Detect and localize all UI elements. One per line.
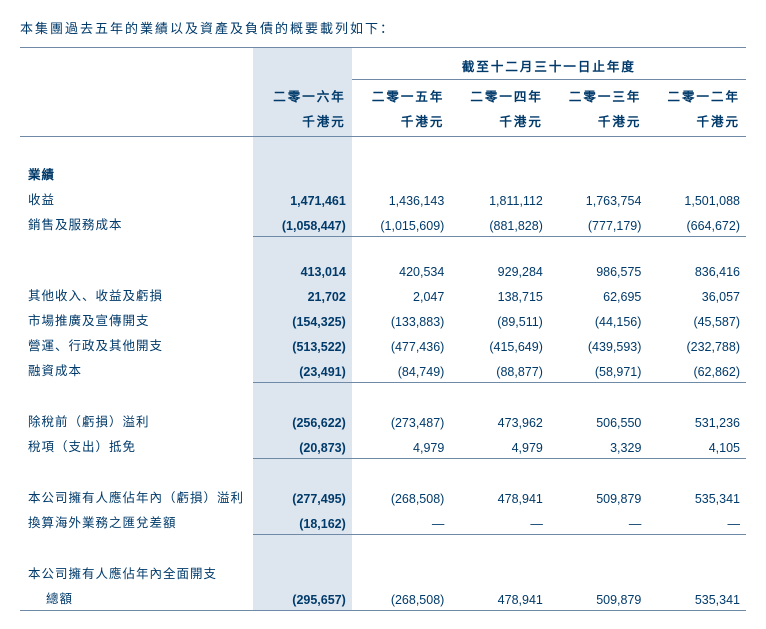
col-unit-0: 千港元 xyxy=(253,108,352,137)
col-year-2015: 二零一五年 xyxy=(352,80,451,109)
col-unit-3: 千港元 xyxy=(549,108,648,137)
col-year-2016: 二零一六年 xyxy=(253,80,352,109)
col-unit-1: 千港元 xyxy=(352,108,451,137)
row-comprehensive-total: 總額 (295,657) (268,508)478,941509,879535,… xyxy=(20,585,746,610)
year-row: 二零一六年 二零一五年 二零一四年 二零一三年 二零一二年 xyxy=(20,80,746,109)
row-revenue: 收益 1,471,461 1,436,1431,811,1121,763,754… xyxy=(20,186,746,211)
row-section-header: 業績 xyxy=(20,161,746,186)
row-comprehensive-label: 本公司擁有人應佔年內全面開支 xyxy=(20,560,746,585)
col-unit-2: 千港元 xyxy=(450,108,549,137)
row-cogs: 銷售及服務成本 (1,058,447) (1,015,609)(881,828)… xyxy=(20,211,746,236)
unit-row: 千港元 千港元 千港元 千港元 千港元 xyxy=(20,108,746,137)
col-year-2013: 二零一三年 xyxy=(549,80,648,109)
period-header: 截至十二月三十一日止年度 xyxy=(352,48,746,80)
row-other-income: 其他收入、收益及虧損 21,702 2,047138,71562,69536,0… xyxy=(20,282,746,307)
row-pbt: 除稅前（虧損）溢利 (256,622) (273,487)473,962506,… xyxy=(20,408,746,433)
row-gross: 413,014 420,534929,284986,575836,416 xyxy=(20,262,746,282)
row-finance-costs: 融資成本 (23,491) (84,749)(88,877)(58,971)(6… xyxy=(20,357,746,382)
col-year-2012: 二零一二年 xyxy=(647,80,746,109)
row-fx: 換算海外業務之匯兌差額 (18,162) ———— xyxy=(20,509,746,534)
col-year-2014: 二零一四年 xyxy=(450,80,549,109)
row-tax: 稅項（支出）抵免 (20,873) 4,9794,9793,3294,105 xyxy=(20,433,746,458)
row-attributable: 本公司擁有人應佔年內（虧損）溢利 (277,495) (268,508)478,… xyxy=(20,484,746,509)
financial-table: 截至十二月三十一日止年度 二零一六年 二零一五年 二零一四年 二零一三年 二零一… xyxy=(20,47,746,611)
col-unit-4: 千港元 xyxy=(647,108,746,137)
row-marketing: 市場推廣及宣傳開支 (154,325) (133,883)(89,511)(44… xyxy=(20,307,746,332)
row-admin: 營運、行政及其他開支 (513,522) (477,436)(415,649)(… xyxy=(20,332,746,357)
intro-text: 本集團過去五年的業績以及資產及負債的概要載列如下： xyxy=(20,18,746,37)
period-header-row: 截至十二月三十一日止年度 xyxy=(20,48,746,80)
section-header: 業績 xyxy=(20,161,253,186)
